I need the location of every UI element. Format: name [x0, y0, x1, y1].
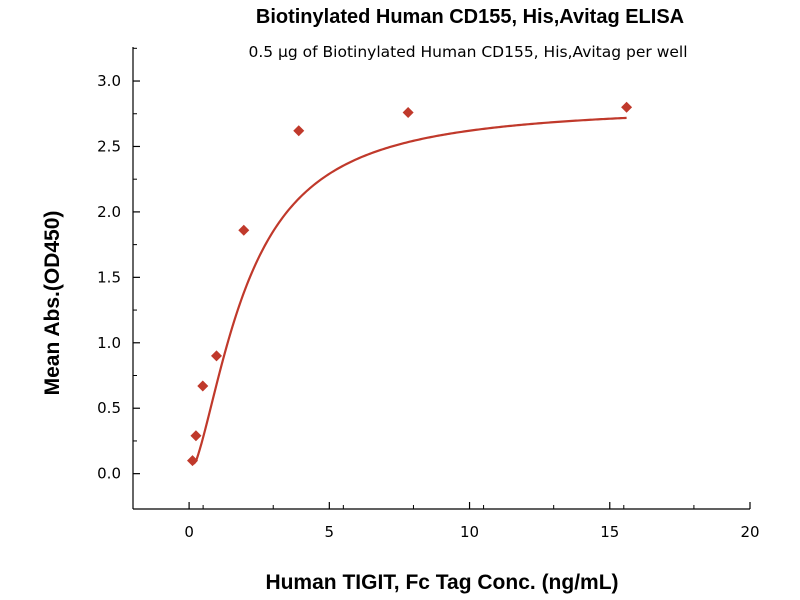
y-tick-label: 2.0 [97, 203, 121, 221]
x-tick-label: 0 [184, 523, 194, 541]
y-tick-label: 1.5 [97, 268, 121, 286]
x-tick-label: 20 [740, 523, 759, 541]
data-point [293, 125, 305, 137]
y-tick-label: 1.0 [97, 334, 121, 352]
y-axis: 0.0 0.5 1.0 1.5 2.0 2.5 3.0 [97, 47, 140, 483]
data-point [210, 350, 222, 362]
y-tick-label: 2.5 [97, 137, 121, 155]
x-tick-label: 5 [325, 523, 335, 541]
x-axis-label: Human TIGIT, Fc Tag Conc. (ng/mL) [265, 571, 618, 594]
x-axis: 0 5 10 15 20 [132, 502, 760, 541]
y-tick-label: 0.5 [97, 399, 121, 417]
data-point [621, 101, 633, 113]
fit-curve [192, 116, 627, 465]
x-tick-label: 10 [460, 523, 479, 541]
y-tick-label: 0.0 [97, 465, 121, 483]
series-layer [187, 101, 633, 467]
plot-frame [132, 47, 750, 510]
x-tick-label: 15 [600, 523, 619, 541]
data-point [190, 430, 202, 442]
data-point [238, 224, 250, 236]
data-point [187, 455, 199, 467]
y-axis-label: Mean Abs.(OD450) [41, 211, 64, 396]
data-point [197, 380, 209, 392]
chart-title: Biotinylated Human CD155, His,Avitag ELI… [256, 6, 684, 28]
y-tick-label: 3.0 [97, 72, 121, 90]
chart-subtitle: 0.5 μg of Biotinylated Human CD155, His,… [248, 43, 687, 61]
data-point [402, 106, 414, 118]
